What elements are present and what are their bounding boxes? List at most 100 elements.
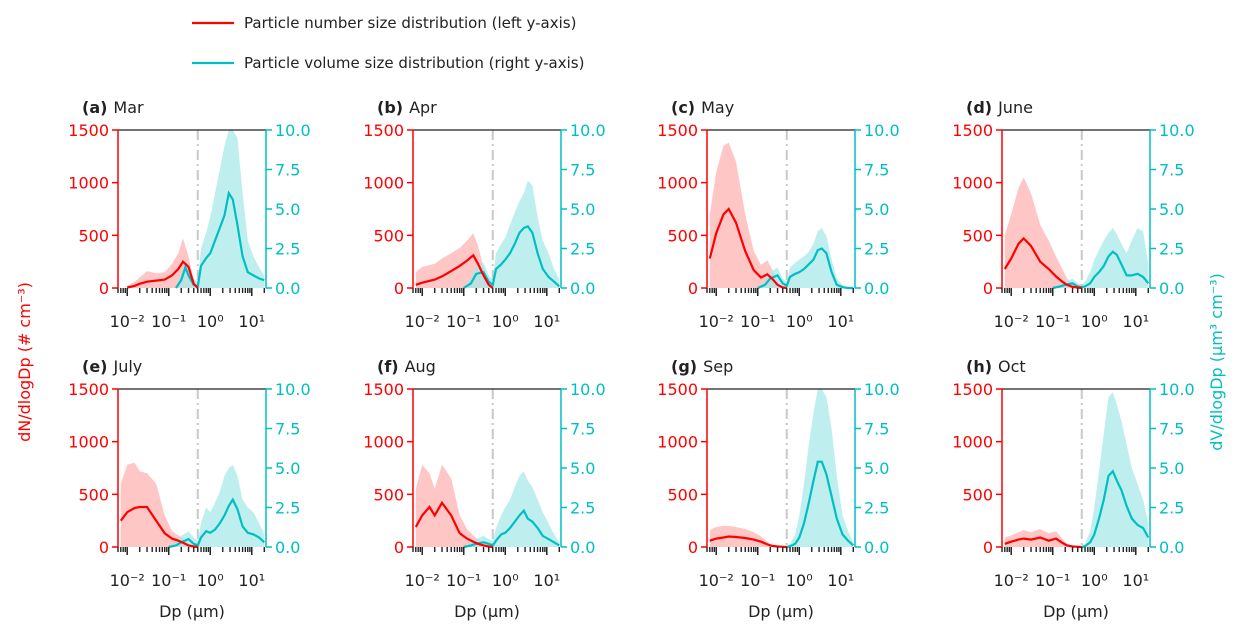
- number-line: [708, 207, 787, 290]
- right-tick-label: 10.0: [275, 121, 311, 140]
- x-tick-label: 10⁻¹: [1035, 571, 1070, 590]
- number-band: [709, 525, 787, 547]
- right-tick-label: 10.0: [1159, 380, 1195, 399]
- right-tick-label: 5.0: [570, 200, 595, 219]
- panel-title: (e) July: [82, 357, 142, 376]
- right-tick-label: 0.0: [1159, 279, 1184, 298]
- x-tick-label: 10⁻²: [994, 571, 1029, 590]
- x-tick-label: 10¹: [533, 312, 560, 331]
- left-tick-label: 500: [78, 226, 109, 245]
- x-tick-label: 10¹: [1122, 312, 1149, 331]
- left-tick-label: 500: [78, 485, 109, 504]
- x-tick-label: 10⁻¹: [446, 312, 481, 331]
- panel-title: (d) June: [966, 98, 1033, 117]
- left-tick-label: 0: [983, 538, 993, 557]
- right-tick-label: 2.5: [570, 240, 595, 259]
- right-tick-label: 0.0: [864, 279, 889, 298]
- x-tick-label: 10⁻²: [405, 571, 440, 590]
- x-tick-label: 10¹: [1122, 571, 1149, 590]
- volume-line: [1081, 469, 1150, 549]
- x-tick-label: 10¹: [238, 312, 265, 331]
- volume-line: [463, 508, 560, 549]
- right-tick-label: 7.5: [570, 420, 595, 439]
- x-tick-label: 10⁰: [1081, 312, 1108, 331]
- left-tick-label: 1500: [68, 121, 109, 140]
- panel-apr: (b) Apr 0 500 1000 1500 0.0 2.5 5.0 7.5 10.0 10⁻² 10…: [363, 98, 605, 331]
- left-tick-label: 1000: [363, 174, 404, 193]
- volume-line: [463, 225, 561, 289]
- x-tick-label: 10⁻²: [405, 312, 440, 331]
- volume-band: [757, 228, 854, 288]
- right-tick-label: 7.5: [864, 161, 889, 180]
- right-tick-label: 7.5: [1159, 420, 1184, 439]
- left-tick-label: 500: [667, 226, 698, 245]
- left-tick-label: 1500: [952, 121, 993, 140]
- right-tick-label: 5.0: [1159, 200, 1184, 219]
- right-tick-label: 5.0: [864, 200, 889, 219]
- right-tick-label: 0.0: [275, 279, 300, 298]
- right-tick-label: 7.5: [275, 420, 300, 439]
- panel-oct: (h) Oct 0 500 1000 1500 0.0 2.5 5.0 7.5 10.0 10⁻² 10…: [952, 357, 1194, 621]
- left-tick-label: 500: [373, 226, 404, 245]
- panel-month: Apr: [409, 98, 437, 117]
- panel-title: (b) Apr: [377, 98, 437, 117]
- x-tick-label: 10⁰: [786, 312, 813, 331]
- left-tick-label: 0: [688, 538, 698, 557]
- x-tick-label: 10⁰: [1081, 571, 1108, 590]
- left-tick-label: 500: [962, 485, 993, 504]
- x-tick-label: 10⁻²: [699, 571, 734, 590]
- right-tick-label: 2.5: [275, 240, 300, 259]
- panel-aug: (f) Aug 0 500 1000 1500 0.0 2.5 5.0 7.5 10.0 10⁻² 10…: [363, 357, 605, 621]
- right-tick-label: 0.0: [864, 538, 889, 557]
- left-tick-label: 1000: [68, 433, 109, 452]
- right-tick-label: 10.0: [570, 121, 606, 140]
- left-tick-label: 1000: [68, 174, 109, 193]
- panel-month: July: [112, 357, 142, 376]
- legend: Particle number size distribution (left …: [192, 14, 584, 72]
- x-tick-label: 10⁻²: [110, 312, 145, 331]
- x-tick-label: 10¹: [827, 571, 854, 590]
- panel-tag: (c): [671, 98, 695, 117]
- volume-line: [786, 460, 855, 549]
- right-tick-label: 7.5: [275, 161, 300, 180]
- panel-month: June: [997, 98, 1033, 117]
- left-tick-label: 1500: [363, 121, 404, 140]
- left-tick-label: 1000: [952, 174, 993, 193]
- left-tick-label: 1000: [657, 433, 698, 452]
- right-tick-label: 5.0: [864, 459, 889, 478]
- panel-title: (c) May: [671, 98, 734, 117]
- left-tick-label: 0: [983, 279, 993, 298]
- panel-july: (e) July 0 500 1000 1500 0.0 2.5 5.0 7.5 10.0 10⁻² 1…: [68, 357, 310, 621]
- panel-may: (c) May 0 500 1000 1500 0.0 2.5 5.0 7.5 10.0 10⁻² 10…: [657, 98, 899, 331]
- number-band: [415, 464, 493, 547]
- number-line: [126, 259, 199, 289]
- left-tick-label: 500: [373, 485, 404, 504]
- panel-month: Aug: [405, 357, 436, 376]
- right-tick-label: 0.0: [1159, 538, 1184, 557]
- left-tick-label: 0: [99, 538, 109, 557]
- right-tick-label: 7.5: [570, 161, 595, 180]
- left-tick-label: 1500: [68, 380, 109, 399]
- x-tick-label: 10⁻²: [994, 312, 1029, 331]
- right-tick-label: 5.0: [1159, 459, 1184, 478]
- left-tick-label: 1500: [952, 380, 993, 399]
- left-tick-label: 500: [962, 226, 993, 245]
- x-tick-label: 10⁰: [492, 312, 519, 331]
- x-tick-label: 10⁻¹: [151, 312, 186, 331]
- left-tick-label: 500: [667, 485, 698, 504]
- panel-tag: (b): [377, 98, 403, 117]
- right-tick-label: 7.5: [864, 420, 889, 439]
- left-tick-label: 0: [99, 279, 109, 298]
- x-tick-label: 10⁻¹: [740, 571, 775, 590]
- right-tick-label: 2.5: [1159, 240, 1184, 259]
- x-tick-label: 10¹: [827, 312, 854, 331]
- volume-line: [757, 247, 854, 290]
- panel-tag: (g): [671, 357, 697, 376]
- panel-june: (d) June 0 500 1000 1500 0.0 2.5 5.0 7.5 10.0 10⁻² 1…: [952, 98, 1194, 331]
- right-tick-label: 5.0: [275, 200, 300, 219]
- x-tick-label: 10⁰: [197, 571, 224, 590]
- left-tick-label: 1500: [363, 380, 404, 399]
- x-tick-label: 10⁻¹: [1035, 312, 1070, 331]
- panel-mar: (a) Mar 0 500 1000 1500 0.0 2.5 5.0 7.5 10.0 10⁻² 10…: [68, 98, 310, 331]
